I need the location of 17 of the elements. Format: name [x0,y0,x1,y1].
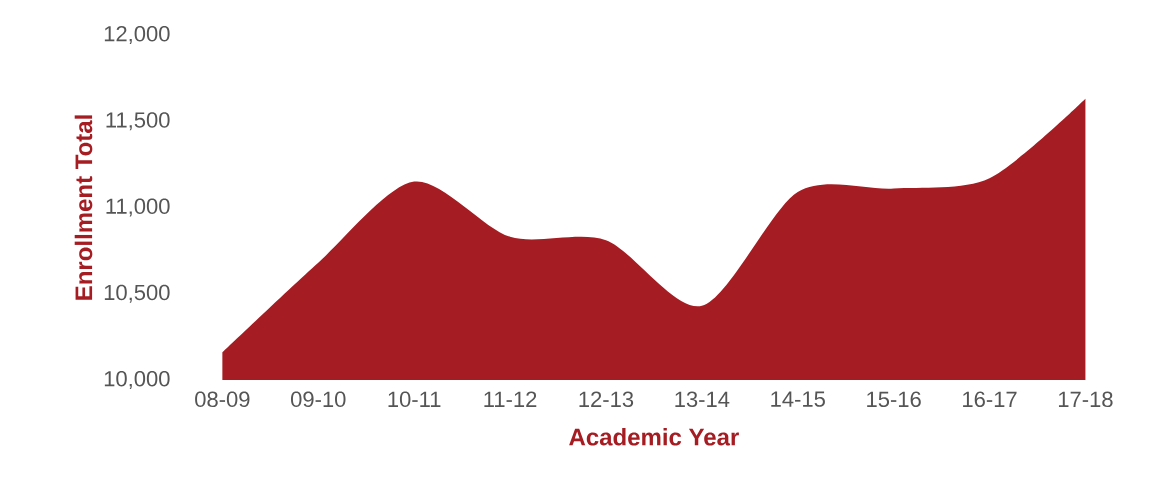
x-tick-label: 14-15 [771,391,825,407]
x-tick-label: 09-10 [290,391,346,408]
x-tick-label: 10-11 [388,391,441,408]
y-tick-label: 10,000 [104,370,170,390]
x-tick-label: 17-18 [1058,391,1113,408]
y-axis-title: Enrollment Total [74,115,93,300]
x-axis-title: Academic Year [569,427,739,446]
y-tick-label: 11,000 [106,198,170,217]
y-tick-label: 10,500 [104,284,170,303]
x-tick-label: 13-14 [675,391,730,408]
x-tick-label: 08-09 [195,391,250,408]
x-tick-label: 16-17 [963,391,1017,408]
x-tick-label: 11-12 [484,391,537,407]
x-tick-label: 15-16 [867,391,921,408]
y-tick-label: 12,000 [104,25,170,45]
y-tick-label: 11,500 [106,112,170,131]
x-tick-label: 12-13 [579,391,634,408]
